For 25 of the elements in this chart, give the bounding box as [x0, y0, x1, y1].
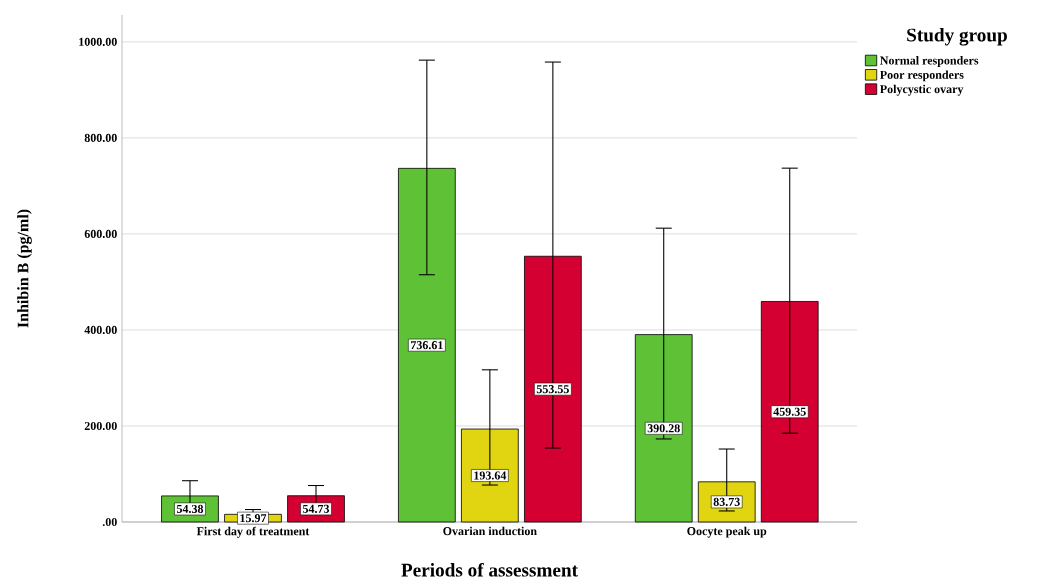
x-tick-label: Oocyte peak up	[687, 526, 767, 538]
data-label: 553.55	[536, 385, 569, 394]
data-label: 736.61	[411, 341, 443, 350]
bar	[398, 167, 456, 523]
data-label: 193.64	[474, 471, 507, 480]
legend-label: Polycystic ovary	[880, 84, 964, 96]
y-tick-label: 1000.00	[79, 37, 117, 46]
data-label: 54.38	[176, 504, 204, 514]
data-label: 83.73	[713, 497, 740, 506]
legend-title: Study group	[907, 28, 1007, 46]
y-tick-label: 200.00	[84, 421, 117, 431]
x-axis-title: Periods of assessment	[401, 562, 578, 577]
data-label: 15.97	[240, 514, 267, 523]
data-label: 459.35	[773, 407, 806, 416]
y-tick-label: 600.00	[84, 229, 117, 239]
legend-label: Normal responders	[880, 56, 979, 67]
y-tick-label: .00	[102, 517, 117, 527]
x-tick-label: First day of treatment	[196, 526, 310, 538]
data-label: 54.73	[302, 504, 330, 513]
y-tick-label: 400.00	[84, 325, 117, 335]
legend-label: Poor responders	[880, 70, 964, 82]
x-tick-label: Ovarian induction	[443, 526, 537, 536]
data-label: 390.28	[647, 424, 680, 433]
y-axis-title: Inhibin B (pg/ml)	[17, 209, 32, 328]
y-tick-label: 800.00	[84, 133, 117, 142]
